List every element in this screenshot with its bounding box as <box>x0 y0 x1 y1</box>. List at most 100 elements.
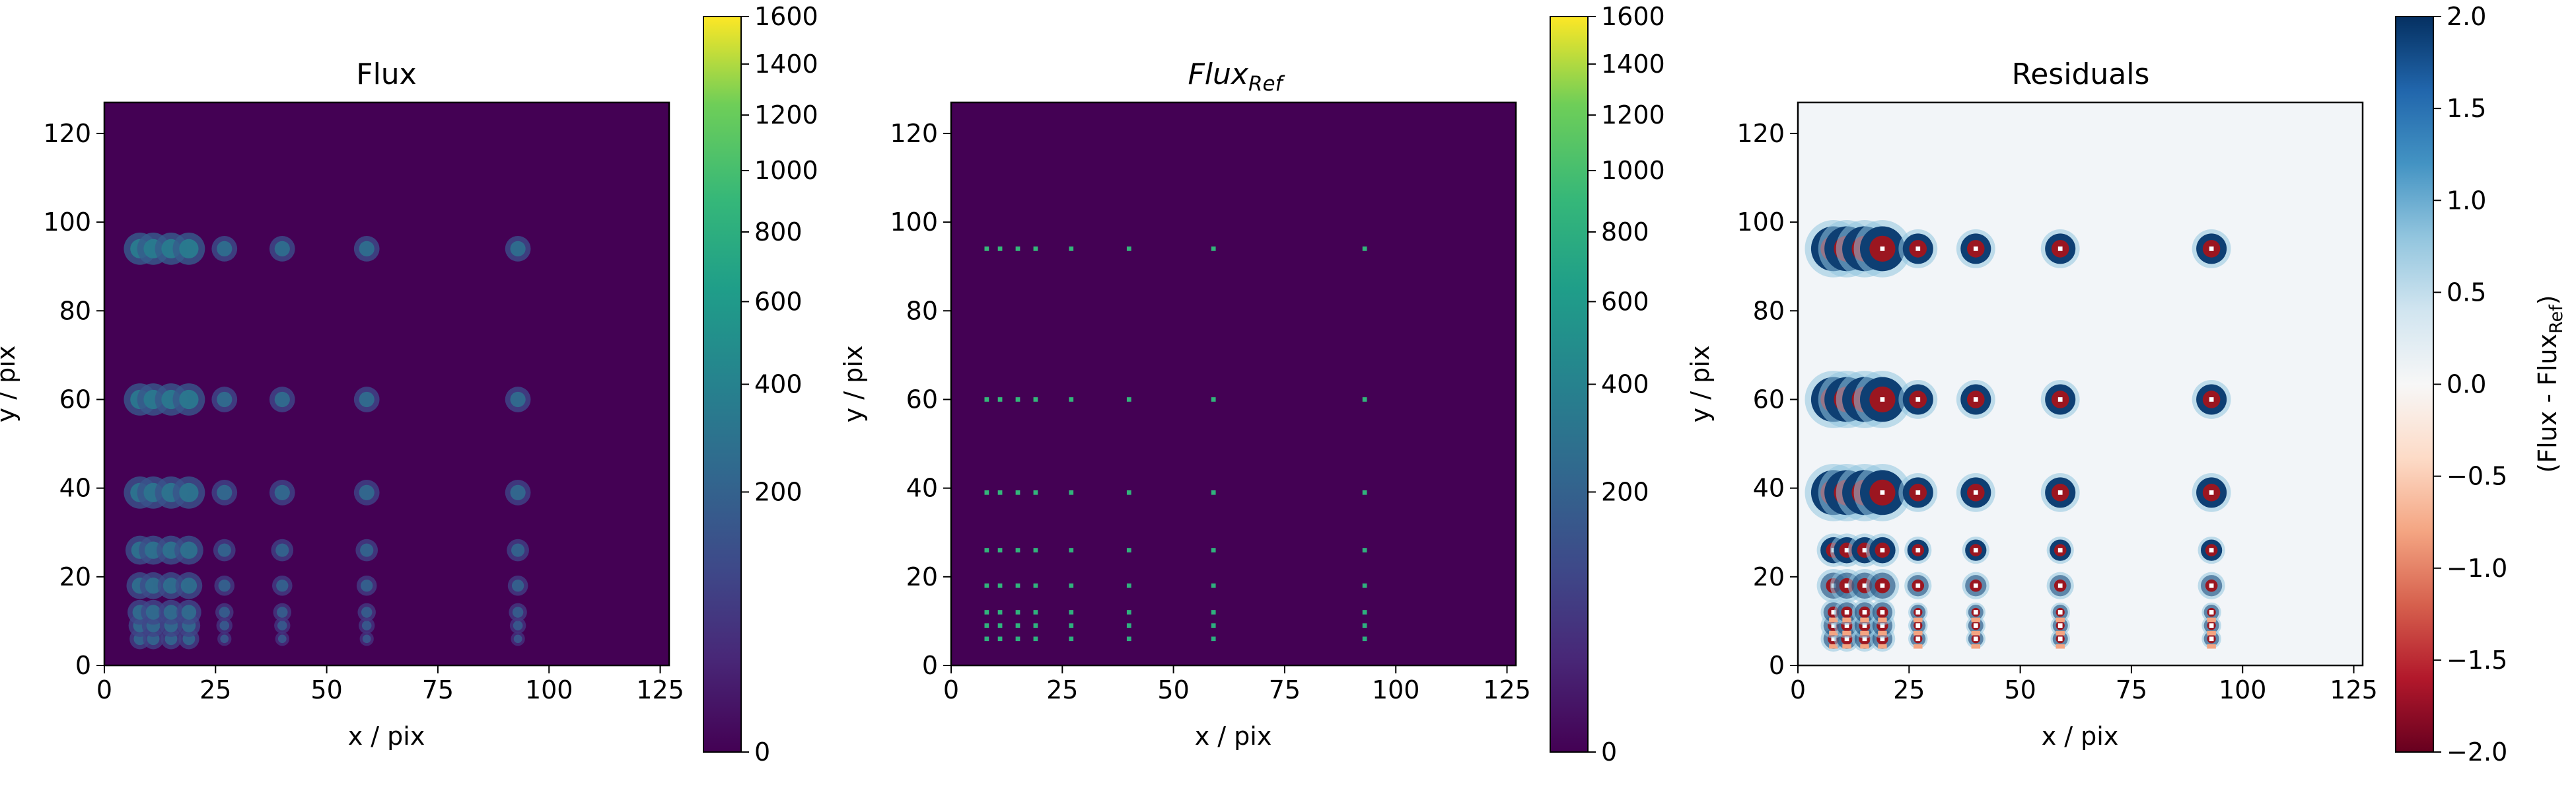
residuals-source <box>2192 229 2231 268</box>
residuals-source <box>1904 536 1932 564</box>
residuals-source <box>1956 380 1995 419</box>
residuals-y-tick-label: 80 <box>1753 296 1785 325</box>
residuals-colorbar-label-subscript: Ref <box>2546 304 2567 334</box>
flux-source <box>211 387 238 412</box>
flux-ref-source <box>1126 623 1131 628</box>
flux-colorbar-tick-label: 1600 <box>754 2 818 31</box>
flux-ref-source <box>1126 490 1131 495</box>
flux-ref-source <box>1015 583 1020 588</box>
flux-source <box>211 236 238 262</box>
flux-ref-panel: FluxRef 0 25 50 75 100 125 0 20 40 60 80 100 120 x … <box>839 2 1665 767</box>
residuals-source <box>1904 572 1932 599</box>
residuals-colorbar-tick-label: −1.0 <box>2447 554 2507 583</box>
flux-source <box>509 603 527 622</box>
flux-source <box>269 236 295 262</box>
flux-plot-area <box>104 102 669 665</box>
flux-ref-colorbar-tick-label: 1000 <box>1601 156 1665 185</box>
flux-ref-source <box>1126 636 1131 642</box>
flux-source <box>509 617 526 634</box>
flux-ref-source <box>1211 490 1216 495</box>
flux-ref-colorbar-tick-label: 1400 <box>1601 50 1665 79</box>
flux-ref-x-tick-label: 100 <box>1372 675 1420 704</box>
flux-ref-colorbar-ticks: 0 200 400 600 800 1000 1200 1400 1600 <box>1588 2 1665 767</box>
residuals-x-tick-label: 50 <box>2004 675 2036 704</box>
flux-ref-y-tick-label: 40 <box>906 474 938 503</box>
flux-y-tick-label: 60 <box>59 385 91 414</box>
flux-source <box>269 387 295 412</box>
flux-ref-y-tick-label: 0 <box>922 651 938 680</box>
residuals-colorbar-tick-label: 0.0 <box>2447 370 2486 399</box>
residuals-source <box>1898 380 1938 419</box>
flux-ref-colorbar <box>1550 16 1589 753</box>
residuals-y-tick-label: 60 <box>1753 385 1785 414</box>
residuals-y-tick-label: 20 <box>1753 562 1785 591</box>
flux-ref-x-tick-label: 50 <box>1157 675 1189 704</box>
flux-ref-source <box>1126 246 1131 251</box>
flux-source <box>275 632 289 646</box>
residuals-axes-frame <box>1797 101 2364 667</box>
flux-source <box>172 383 205 416</box>
flux-ref-axes-frame <box>950 101 1517 667</box>
flux-x-axis-label: x / pix <box>348 722 425 751</box>
flux-x-tick-label: 0 <box>96 675 112 704</box>
residuals-colorbar-tick-label: 1.0 <box>2447 186 2486 215</box>
residuals-x-ticks: 0 25 50 75 100 125 <box>1790 665 2378 704</box>
flux-source <box>174 535 203 565</box>
flux-ref-source <box>984 610 989 615</box>
flux-ref-source <box>997 623 1003 628</box>
residuals-source <box>1851 599 1878 625</box>
flux-source <box>271 539 294 562</box>
flux-ref-source <box>984 246 989 251</box>
flux-ref-y-ticks: 0 20 40 60 80 100 120 <box>890 119 951 680</box>
flux-ref-source <box>1211 583 1216 588</box>
residuals-colorbar-tick-label: 0.5 <box>2447 278 2486 307</box>
residuals-colorbar-tick-label: 1.5 <box>2447 94 2486 123</box>
flux-source <box>269 480 295 506</box>
flux-ref-colorbar-tick-label: 800 <box>1601 217 1649 246</box>
flux-colorbar-tick-label: 1200 <box>754 100 818 130</box>
flux-ref-source <box>1069 623 1074 628</box>
residuals-colorbar-tick-label: 2.0 <box>2447 2 2486 31</box>
flux-ref-source <box>1362 397 1367 402</box>
flux-ref-source <box>997 548 1003 552</box>
flux-source <box>353 387 380 412</box>
flux-ref-source <box>1033 583 1038 588</box>
residuals-source <box>2201 602 2221 623</box>
flux-ref-source <box>1033 610 1038 615</box>
flux-y-tick-label: 80 <box>59 296 91 325</box>
flux-ref-source <box>1069 636 1074 642</box>
flux-ref-source <box>1015 397 1020 402</box>
flux-ref-colorbar-tick-label: 1200 <box>1601 100 1665 130</box>
residuals-source <box>1869 599 1896 625</box>
flux-x-tick-label: 50 <box>310 675 342 704</box>
flux-y-ticks: 0 20 40 60 80 100 120 <box>43 119 104 680</box>
flux-ref-y-tick-label: 20 <box>906 562 938 591</box>
flux-x-tick-label: 75 <box>422 675 454 704</box>
flux-ref-source <box>984 548 989 552</box>
flux-colorbar <box>703 16 742 753</box>
flux-ref-x-tick-label: 125 <box>1483 675 1531 704</box>
flux-ref-source <box>1033 490 1038 495</box>
flux-ref-colorbar-tick-label: 400 <box>1601 370 1649 399</box>
flux-ref-source <box>1033 246 1038 251</box>
flux-y-axis-label: y / pix <box>0 346 20 423</box>
flux-colorbar-ticks: 0 200 400 600 800 1000 1200 1400 1600 <box>741 2 818 767</box>
flux-ref-source <box>1362 636 1367 642</box>
flux-colorbar-tick-label: 1000 <box>754 156 818 185</box>
flux-ref-source <box>997 246 1003 251</box>
flux-ref-source <box>1362 610 1367 615</box>
residuals-y-ticks: 0 20 40 60 80 100 120 <box>1736 119 1798 680</box>
residuals-x-tick-label: 75 <box>2116 675 2147 704</box>
flux-source <box>505 480 531 506</box>
residuals-sources <box>1805 220 2231 652</box>
flux-ref-plot-area <box>951 102 1516 665</box>
flux-ref-source <box>1126 583 1131 588</box>
flux-ref-y-tick-label: 80 <box>906 296 938 325</box>
flux-source <box>507 539 529 562</box>
flux-source <box>511 632 525 646</box>
residuals-source <box>1865 569 1900 603</box>
flux-ref-source <box>1033 397 1038 402</box>
flux-ref-source <box>1211 548 1216 552</box>
flux-ref-source <box>1362 623 1367 628</box>
flux-colorbar-tick-label: 800 <box>754 217 803 246</box>
